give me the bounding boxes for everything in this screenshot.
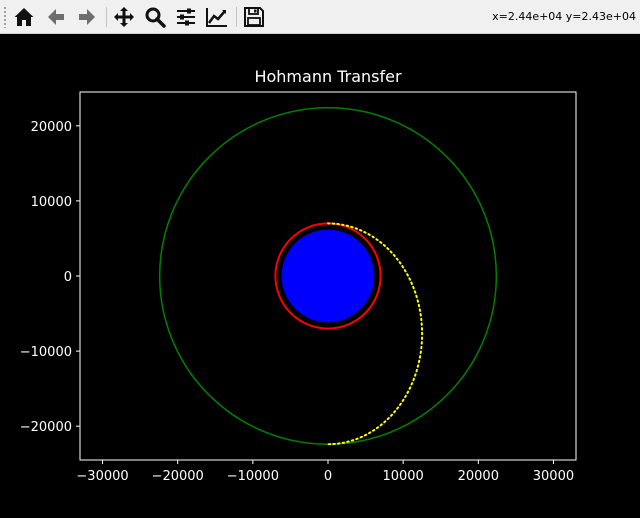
- arrow-right-icon: [79, 9, 95, 25]
- move-icon: [114, 7, 134, 27]
- floppy-disk-icon: [244, 7, 264, 27]
- hohmann-transfer-plot[interactable]: Hohmann Transfer −30000 −20000 −10000 0 1000…: [0, 34, 640, 514]
- plot-title: Hohmann Transfer: [254, 67, 401, 86]
- x-tick-label: −30000: [76, 469, 128, 484]
- x-tick-label: 20000: [458, 469, 499, 484]
- x-axis: −30000 −20000 −10000 0 10000 20000 30000: [76, 460, 574, 484]
- x-tick-label: 10000: [382, 469, 423, 484]
- plot-area: [158, 107, 498, 446]
- arrow-left-icon: [48, 9, 64, 25]
- edit-axes-button[interactable]: [203, 3, 231, 31]
- cursor-coordinates: x=2.44e+04 y=2.43e+04: [492, 10, 636, 23]
- x-tick-label: 0: [324, 469, 332, 484]
- home-button[interactable]: [10, 3, 38, 31]
- planet-disk: [278, 226, 378, 326]
- y-tick-label: 0: [64, 270, 72, 285]
- x-tick-label: 30000: [533, 469, 574, 484]
- magnifier-icon: [145, 7, 166, 28]
- navigation-toolbar: x=2.44e+04 y=2.43e+04: [0, 0, 640, 34]
- toolbar-separator: [236, 7, 237, 27]
- plot-canvas[interactable]: Hohmann Transfer −30000 −20000 −10000 0 1000…: [0, 34, 640, 514]
- sliders-icon: [177, 8, 195, 26]
- y-tick-label: 20000: [31, 120, 72, 135]
- toolbar-grip[interactable]: [3, 6, 7, 28]
- pan-button[interactable]: [110, 3, 138, 31]
- save-button[interactable]: [240, 3, 268, 31]
- forward-button[interactable]: [73, 3, 101, 31]
- y-tick-label: −10000: [20, 345, 72, 360]
- y-axis: 20000 10000 0 −10000 −20000: [20, 120, 80, 435]
- y-tick-label: −20000: [20, 420, 72, 435]
- home-icon: [14, 8, 34, 26]
- transfer-orbit-path: [327, 222, 424, 446]
- line-chart-icon: [206, 8, 227, 27]
- configure-subplots-button[interactable]: [172, 3, 200, 31]
- x-tick-label: −10000: [227, 469, 279, 484]
- back-button[interactable]: [42, 3, 70, 31]
- y-tick-label: 10000: [31, 195, 72, 210]
- toolbar-separator: [106, 7, 107, 27]
- zoom-button[interactable]: [141, 3, 169, 31]
- x-tick-label: −20000: [152, 469, 204, 484]
